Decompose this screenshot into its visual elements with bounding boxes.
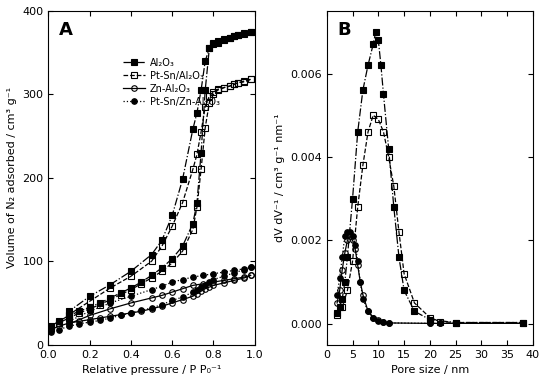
Text: B: B [337,21,351,39]
Y-axis label: Volume of N₂ adsorbed / cm³ g⁻¹: Volume of N₂ adsorbed / cm³ g⁻¹ [7,87,17,268]
Legend: Al₂O₃, Pt-Sn/Al₂O₃, Zn-Al₂O₃, Pt-Sn/Zn-Al₂O₃: Al₂O₃, Pt-Sn/Al₂O₃, Zn-Al₂O₃, Pt-Sn/Zn-A… [121,56,222,108]
Y-axis label: dV dV⁻¹ / cm³ g⁻¹ nm⁻¹: dV dV⁻¹ / cm³ g⁻¹ nm⁻¹ [275,113,284,242]
X-axis label: Pore size / nm: Pore size / nm [391,365,469,375]
Text: A: A [59,21,73,39]
X-axis label: Relative pressure / P P₀⁻¹: Relative pressure / P P₀⁻¹ [82,365,222,375]
